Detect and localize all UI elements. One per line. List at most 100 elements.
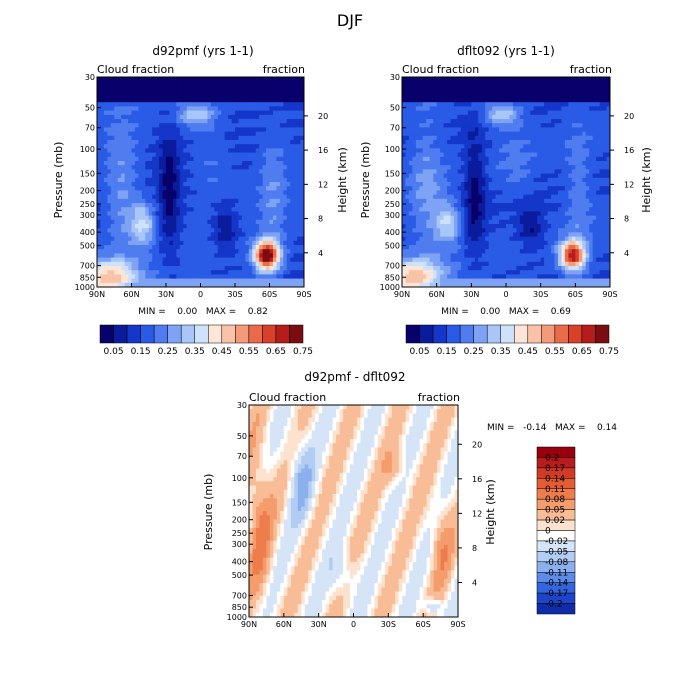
p2-cell <box>422 169 427 174</box>
p1-cell <box>117 148 122 153</box>
p1-cell <box>203 228 208 233</box>
p1-cell <box>103 198 108 204</box>
p2-cell <box>502 152 507 158</box>
p1-cell <box>103 131 108 137</box>
p1-colorbar-box <box>140 324 155 344</box>
p2-cell <box>509 207 514 212</box>
p2-cell <box>523 110 528 116</box>
p2-cell <box>592 110 597 116</box>
p2-cell <box>467 165 472 170</box>
p1-cell <box>159 89 163 95</box>
p2-cell <box>516 102 521 107</box>
p1-cell <box>266 211 270 216</box>
p1-cell <box>207 156 212 162</box>
p2-cell <box>454 190 458 195</box>
p1-cell <box>279 89 284 95</box>
p2-cell <box>464 140 469 145</box>
p2-cell <box>568 194 573 200</box>
p1-cell <box>176 161 181 166</box>
p1-cell <box>100 152 105 158</box>
p2-cell <box>526 85 531 90</box>
p1-cell <box>252 211 257 216</box>
p1-cell <box>107 215 112 221</box>
p1-cell <box>176 123 181 128</box>
p1-cell <box>159 119 163 124</box>
p1-cell <box>290 77 295 82</box>
p1-cell <box>255 240 260 246</box>
p2-cell <box>495 110 500 116</box>
p1-cell <box>117 266 122 271</box>
p2-cell <box>499 127 503 132</box>
p2-cell <box>571 144 576 149</box>
p2-cell <box>419 194 424 200</box>
p2-cell <box>558 140 562 145</box>
p1-cell <box>138 89 143 95</box>
p2-cell <box>558 102 562 107</box>
p2-cell <box>578 98 583 103</box>
p1-cell <box>297 106 301 111</box>
p1-cell <box>217 161 222 166</box>
p1-cell <box>134 119 139 124</box>
p1-cell <box>131 152 136 158</box>
p1-cell <box>128 194 132 200</box>
p2-cell <box>415 152 420 158</box>
p1-cell <box>128 140 132 145</box>
p2-cell <box>578 186 583 191</box>
p1-cell <box>228 215 232 221</box>
p1-cell <box>186 282 191 288</box>
p1-cell <box>176 119 181 124</box>
p2-cell <box>408 127 413 132</box>
p1-cell <box>197 203 201 208</box>
p1-cell <box>221 98 226 103</box>
p1-cell <box>300 236 305 242</box>
p1-cell <box>238 119 243 124</box>
p2-cell <box>589 190 594 195</box>
p1-cell <box>248 156 253 162</box>
p2-cell <box>585 106 590 111</box>
p1-cell <box>252 114 257 120</box>
p1-cell <box>248 194 253 200</box>
p2-cell <box>533 182 538 187</box>
p1-cell <box>148 152 153 158</box>
p1-cell <box>217 85 222 90</box>
p1-cell <box>279 274 284 279</box>
p1-cell <box>262 224 267 229</box>
p1-cell <box>231 282 236 288</box>
p1-cell <box>141 232 146 237</box>
p1-cell <box>179 282 184 288</box>
p2-cell <box>478 85 483 90</box>
p2-cell <box>429 140 434 145</box>
p2-cell <box>478 182 483 187</box>
p1-cell <box>138 198 143 204</box>
p2-cell <box>530 173 535 179</box>
p1-cell <box>293 282 298 288</box>
p2-cell <box>526 114 531 120</box>
p2-cell <box>585 186 590 191</box>
p1-cell <box>297 119 301 124</box>
p1-cell <box>235 131 239 137</box>
p1-cell <box>138 177 143 183</box>
p1-cell <box>252 119 257 124</box>
p1-cell <box>107 85 112 90</box>
p2-cell <box>526 169 531 174</box>
p2-cell <box>561 186 566 191</box>
p2-cell <box>599 144 604 149</box>
p2-cell <box>519 152 524 158</box>
p1-cell <box>297 215 301 221</box>
p1-cell <box>128 278 132 284</box>
p1-cell <box>228 219 232 225</box>
p2-cell <box>502 131 507 137</box>
p2-cell <box>485 148 490 153</box>
p2-cell <box>488 140 493 145</box>
p2-cell <box>426 110 431 116</box>
p1-cell <box>138 240 143 246</box>
p2-cell <box>596 203 600 208</box>
p2-cell <box>488 182 493 187</box>
p1-ytick-label: 100 <box>80 145 95 154</box>
p2-cell <box>481 169 486 174</box>
p1-cell <box>203 186 208 191</box>
p1-cell <box>103 278 108 284</box>
p1-cell <box>152 98 157 103</box>
p1-cell <box>279 144 284 149</box>
p1-cell <box>190 144 194 149</box>
